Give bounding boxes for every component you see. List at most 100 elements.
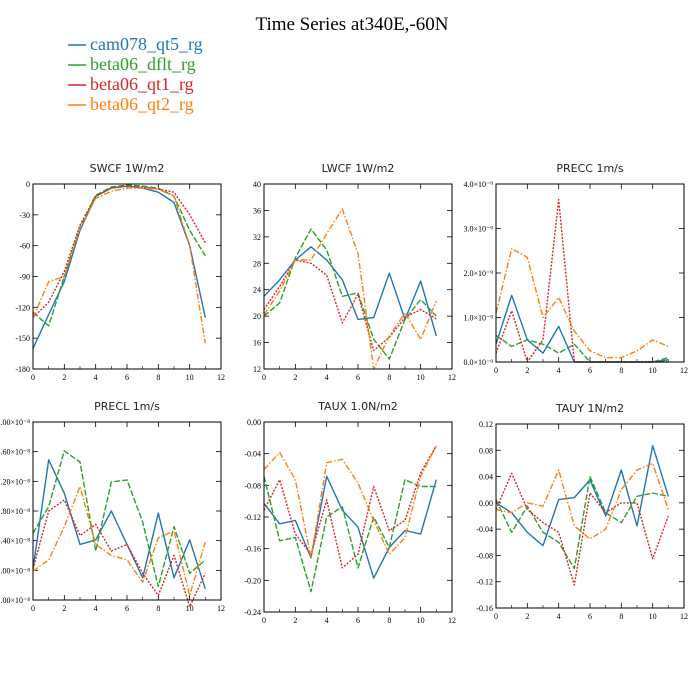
panel-title: LWCF 1W/m2 <box>322 162 395 175</box>
y-tick-label: 3.00×10⁻⁸ <box>0 566 30 575</box>
legend-label: beta06_qt1_rg <box>90 74 194 94</box>
legend-label: beta06_qt2_rg <box>90 94 194 114</box>
y-tick-label: 7.20×10⁻⁸ <box>0 477 30 486</box>
series-line-beta06_qt1_rg <box>32 185 206 319</box>
y-tick-label: 40 <box>253 180 261 189</box>
plot-frame <box>32 421 222 601</box>
y-tick-label: 1.0×10⁻⁹ <box>463 314 493 323</box>
y-tick-label: -150 <box>15 334 30 343</box>
y-tick-label: -0.12 <box>476 578 493 587</box>
x-tick-label: 8 <box>156 604 160 613</box>
y-tick-label: -0.04 <box>476 525 493 534</box>
x-tick-label: 10 <box>417 616 425 625</box>
y-tick-label: 0.04 <box>479 473 493 482</box>
y-tick-label: -0.16 <box>476 604 493 613</box>
panel-title: SWCF 1W/m2 <box>90 162 165 175</box>
series-line-beta06_dflt_rg <box>263 228 437 360</box>
panel-precl: PRECL 1m/s 0 2 4 6 8 10 12 1.00×10⁻⁸ 8.60×10⁻⁸ 7.2… <box>0 400 225 613</box>
y-tick-label: -0.12 <box>244 513 261 522</box>
x-tick-label: 12 <box>680 366 688 375</box>
y-tick-label: 1.00×10⁻⁸ <box>0 418 30 427</box>
y-tick-label: 0.00 <box>479 499 493 508</box>
series-line-cam078_qt5_rg <box>32 185 206 349</box>
series-line-beta06_dflt_rg <box>32 184 206 327</box>
y-tick-label: 5.80×10⁻⁸ <box>0 507 30 516</box>
series-line-cam078_qt5_rg <box>495 294 669 363</box>
y-tick-label: -120 <box>15 303 30 312</box>
y-tick-label: 0.12 <box>479 420 493 429</box>
x-tick-label: 2 <box>293 373 297 382</box>
y-tick-label: 32 <box>253 233 261 242</box>
series-line-cam078_qt5_rg <box>263 475 437 579</box>
x-tick-label: 2 <box>62 604 66 613</box>
y-tick-label: 4.40×10⁻⁸ <box>0 537 30 546</box>
x-tick-label: 4 <box>557 612 561 621</box>
series-line-beta06_qt1_rg <box>263 445 437 569</box>
panel-title: TAUY 1N/m2 <box>555 402 624 415</box>
x-tick-label: 2 <box>62 373 66 382</box>
y-tick-label: 24 <box>253 286 261 295</box>
x-tick-label: 2 <box>293 616 297 625</box>
series-line-beta06_qt2_rg <box>495 247 669 359</box>
y-tick-label: 36 <box>253 206 261 215</box>
plot-frame <box>32 183 222 370</box>
panel-title: PRECL 1m/s <box>94 400 160 413</box>
legend: cam078_qt5_rgbeta06_dflt_rgbeta06_qt1_rg… <box>68 34 203 114</box>
x-tick-label: 6 <box>588 366 592 375</box>
series-line-beta06_dflt_rg <box>495 475 669 570</box>
y-tick-label: -30 <box>19 211 30 220</box>
x-tick-label: 4 <box>557 366 561 375</box>
panels: SWCF 1W/m20 2 4 6 8 10 120-30-60-90-120-150-18… <box>0 162 688 625</box>
y-tick-label: -0.08 <box>476 551 493 560</box>
series-line-beta06_qt1_rg <box>495 472 669 586</box>
series-line-beta06_qt2_rg <box>263 208 437 370</box>
x-tick-label: 6 <box>125 604 129 613</box>
y-tick-label: -180 <box>15 365 30 374</box>
x-tick-label: 12 <box>217 373 225 382</box>
x-tick-label: 12 <box>448 616 456 625</box>
y-tick-label: 0.0×10⁻⁹ <box>463 358 493 367</box>
x-tick-label: 4 <box>94 604 98 613</box>
y-tick-label: 12 <box>253 365 261 374</box>
x-tick-label: 4 <box>325 373 329 382</box>
plot-frame <box>495 423 685 609</box>
y-tick-label: 8.60×10⁻⁸ <box>0 448 30 457</box>
panel-title: TAUX 1.0N/m2 <box>317 400 398 413</box>
plot-frame <box>263 421 453 613</box>
y-tick-label: 2.0×10⁻⁹ <box>463 269 493 278</box>
legend-label: cam078_qt5_rg <box>90 34 203 54</box>
x-tick-label: 10 <box>417 373 425 382</box>
y-tick-label: -0.04 <box>244 450 261 459</box>
series-line-cam078_qt5_rg <box>263 246 437 337</box>
x-tick-label: 2 <box>525 612 529 621</box>
figure-title: Time Series at340E,-60N <box>256 14 449 35</box>
x-tick-label: 0 <box>262 373 266 382</box>
series-line-cam078_qt5_rg <box>495 445 669 547</box>
x-tick-label: 10 <box>649 612 657 621</box>
series-line-cam078_qt5_rg <box>32 459 206 590</box>
series-line-beta06_qt1_rg <box>495 198 669 363</box>
x-tick-label: 10 <box>186 604 194 613</box>
series-line-beta06_qt2_rg <box>263 445 437 559</box>
y-tick-label: 0.08 <box>479 446 493 455</box>
x-tick-label: 0 <box>262 616 266 625</box>
x-tick-label: 8 <box>387 616 391 625</box>
y-tick-label: 0.00 <box>247 418 261 427</box>
series-line-beta06_dflt_rg <box>495 334 669 363</box>
x-tick-label: 0 <box>31 604 35 613</box>
series-line-beta06_dflt_rg <box>32 450 206 588</box>
panel-tauy: TAUY 1N/m2 0 2 4 6 8 10 12 0.12 0.08 0.04 0.00 -0.04… <box>476 402 688 621</box>
series-line-beta06_qt2_rg <box>32 187 206 344</box>
y-tick-label: 16 <box>253 339 261 348</box>
panel-title: PRECC 1m/s <box>556 162 624 175</box>
panel-precc: PRECC 1m/s 0 2 4 6 8 10 12 4.0×10⁻⁹ 3.0×10⁻⁹ 2.0×1… <box>463 162 688 375</box>
y-tick-label: -0.20 <box>244 576 261 585</box>
series-line-beta06_qt2_rg <box>495 462 669 540</box>
y-tick-label: -90 <box>19 273 30 282</box>
panel-swcf: SWCF 1W/m2 0 2 4 6 8 10 12 0 -30 -60 -90 -120 -150 -18… <box>15 162 225 382</box>
y-tick-label: -0.24 <box>244 608 261 617</box>
x-tick-label: 4 <box>325 616 329 625</box>
panel-taux: TAUX 1.0N/m2 0 2 4 6 8 10 12 0.00 -0.04 -0.08 -0.12… <box>244 400 456 625</box>
x-tick-label: 4 <box>94 373 98 382</box>
